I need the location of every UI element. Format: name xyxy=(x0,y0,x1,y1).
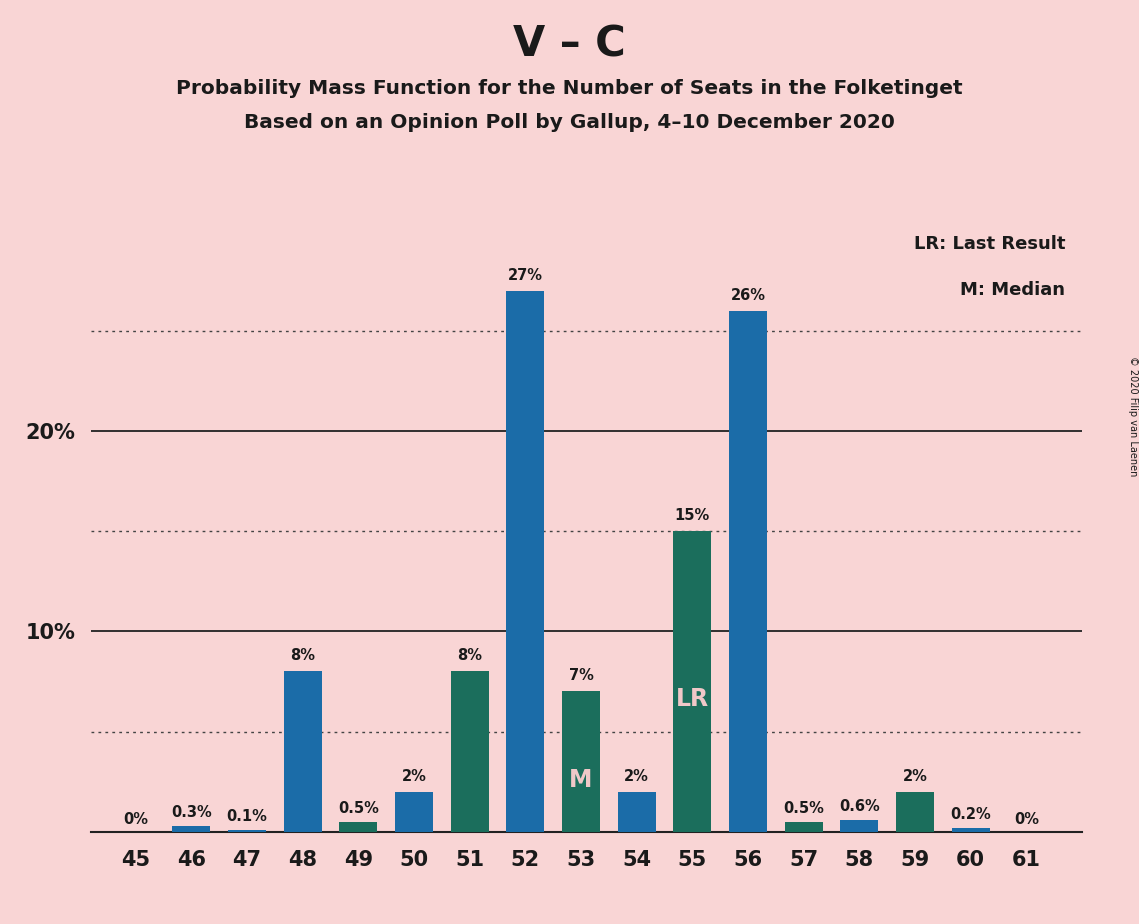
Text: 8%: 8% xyxy=(457,649,482,663)
Text: 0.3%: 0.3% xyxy=(171,805,212,820)
Text: 0%: 0% xyxy=(123,811,148,827)
Text: 0.1%: 0.1% xyxy=(227,808,268,823)
Text: 7%: 7% xyxy=(568,668,593,684)
Bar xyxy=(507,291,544,832)
Text: 8%: 8% xyxy=(290,649,316,663)
Bar xyxy=(896,792,934,832)
Text: 0.2%: 0.2% xyxy=(950,807,991,821)
Text: 0.5%: 0.5% xyxy=(338,800,379,816)
Bar xyxy=(785,821,822,832)
Bar xyxy=(284,672,321,832)
Text: V – C: V – C xyxy=(514,23,625,65)
Bar xyxy=(228,830,265,832)
Text: M: M xyxy=(570,768,592,792)
Text: 15%: 15% xyxy=(674,508,710,523)
Bar xyxy=(617,792,656,832)
Bar xyxy=(673,531,711,832)
Text: 0.6%: 0.6% xyxy=(839,798,879,813)
Bar xyxy=(562,691,600,832)
Bar xyxy=(841,820,878,832)
Text: © 2020 Filip van Laenen: © 2020 Filip van Laenen xyxy=(1129,356,1138,476)
Text: 2%: 2% xyxy=(902,769,927,784)
Text: Based on an Opinion Poll by Gallup, 4–10 December 2020: Based on an Opinion Poll by Gallup, 4–10… xyxy=(244,113,895,132)
Text: Probability Mass Function for the Number of Seats in the Folketinget: Probability Mass Function for the Number… xyxy=(177,79,962,98)
Bar xyxy=(395,792,433,832)
Text: LR: Last Result: LR: Last Result xyxy=(913,235,1065,253)
Text: 2%: 2% xyxy=(624,769,649,784)
Bar xyxy=(952,828,990,832)
Text: LR: LR xyxy=(675,687,708,711)
Text: M: Median: M: Median xyxy=(960,281,1065,299)
Bar xyxy=(729,311,767,832)
Text: 0%: 0% xyxy=(1014,811,1039,827)
Text: 27%: 27% xyxy=(508,268,543,283)
Bar xyxy=(451,672,489,832)
Bar xyxy=(339,821,377,832)
Text: 0.5%: 0.5% xyxy=(784,800,825,816)
Bar xyxy=(172,826,211,832)
Text: 2%: 2% xyxy=(402,769,426,784)
Text: 26%: 26% xyxy=(730,288,765,303)
